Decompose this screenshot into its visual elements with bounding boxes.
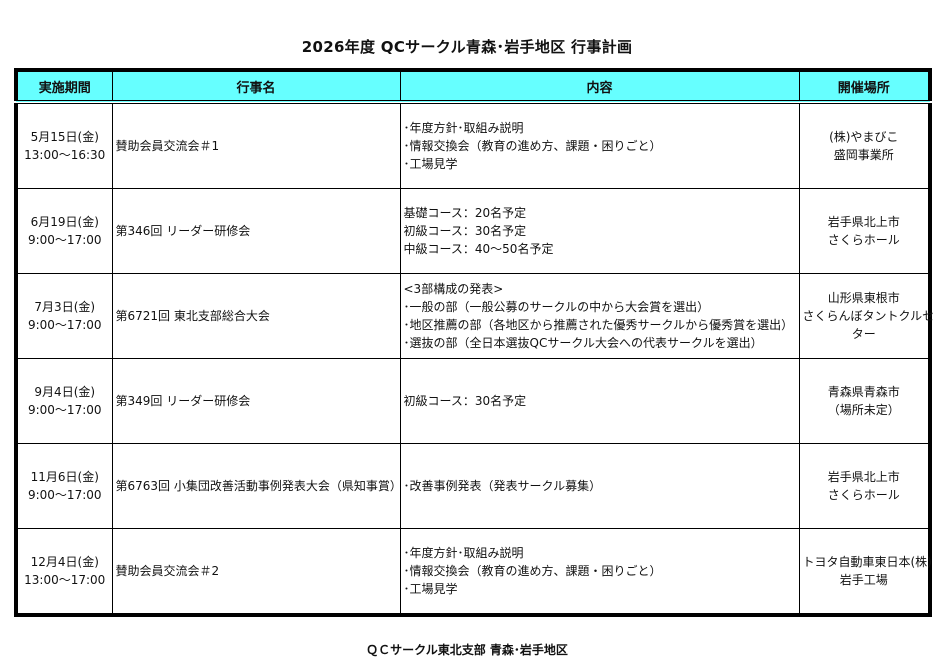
event-name-cell: 第6763回 小集団改善活動事例発表大会（県知事賞） bbox=[111, 443, 402, 529]
event-date: 6月19日(金) bbox=[30, 215, 99, 229]
table-row: 9月4日(金) 9:00～17:00 第349回 リーダー研修会 初級コース：30名予… bbox=[15, 358, 931, 444]
venue-line: 青森県青森市 bbox=[827, 385, 900, 399]
venue-line: 岩手工場 bbox=[839, 573, 888, 587]
venue-line: (株)やまびこ bbox=[829, 130, 899, 144]
content-line: 初級コース：30名予定 bbox=[403, 224, 527, 238]
event-name: 第346回 リーダー研修会 bbox=[115, 224, 251, 238]
event-date: 5月15日(金) bbox=[30, 130, 99, 144]
venue-line: （場所未定） bbox=[827, 403, 900, 417]
header-event-name: 行事名 bbox=[111, 69, 401, 104]
content-line: ･地区推薦の部（各地区から推薦された優秀サークルから優秀賞を選出） bbox=[403, 318, 794, 332]
period-cell: 9月4日(金) 9:00～17:00 bbox=[15, 358, 113, 444]
event-time: 13:00～17:00 bbox=[24, 573, 106, 587]
content-cell: 基礎コース：20名予定 初級コース：30名予定中級コース：40～50名予定 bbox=[399, 188, 800, 274]
venue-cell: (株)やまびこ 盛岡事業所 bbox=[798, 101, 931, 189]
content-cell: ･年度方針･取組み説明 ･情報交換会（教育の進め方、課題・困りごと） ･工場見学 bbox=[399, 528, 800, 616]
event-date: 11月6日(金) bbox=[30, 470, 99, 484]
event-time: 9:00～17:00 bbox=[27, 318, 102, 332]
content-cell: <3部構成の発表> ･一般の部（一般公募のサークルの中から大会賞を選出） ･地区推薦… bbox=[399, 273, 800, 359]
content-cell: ･改善事例発表（発表サークル募集） bbox=[399, 443, 800, 529]
venue-line: 岩手県北上市 bbox=[827, 470, 900, 484]
venue-cell: 岩手県北上市 さくらホール bbox=[798, 188, 931, 274]
event-name: 第6721回 東北支部総合大会 bbox=[115, 309, 270, 323]
venue-line: さくらホール bbox=[827, 488, 900, 502]
footer-organization: ＱＣサークル東北支部 青森･岩手地区 bbox=[366, 643, 568, 657]
table-row: 11月6日(金) 9:00～17:00 第6763回 小集団改善活動事例発表大会（県… bbox=[15, 443, 931, 529]
content-line: 基礎コース：20名予定 bbox=[403, 206, 527, 220]
content-line: ･情報交換会（教育の進め方、課題・困りごと） bbox=[403, 564, 662, 578]
event-time: 9:00～17:00 bbox=[27, 488, 102, 502]
table-header-row: 実施期間 行事名 内容 開催場所 bbox=[15, 69, 931, 104]
period-cell: 5月15日(金) 13:00～16:30 bbox=[15, 101, 113, 189]
event-time: 9:00～17:00 bbox=[27, 403, 102, 417]
table-row: 7月3日(金) 9:00～17:00 第6721回 東北支部総合大会 <3部構成の発表… bbox=[15, 273, 934, 359]
content-line: ･一般の部（一般公募のサークルの中から大会賞を選出） bbox=[403, 300, 710, 314]
header-venue: 開催場所 bbox=[798, 69, 931, 104]
event-schedule-table: 実施期間 行事名 内容 開催場所 5月15日(金) 13:00～16:30 賛助会員… bbox=[14, 68, 934, 617]
venue-cell: 青森県青森市 （場所未定） bbox=[798, 358, 931, 444]
event-time: 9:00～17:00 bbox=[27, 233, 102, 247]
event-name-cell: 第6721回 東北支部総合大会 bbox=[111, 273, 401, 359]
venue-line: 岩手県北上市 bbox=[827, 215, 900, 229]
content-line: ･年度方針･取組み説明 bbox=[403, 121, 524, 135]
content-line: ･工場見学 bbox=[403, 582, 458, 596]
page-title: 2026年度 QCサークル青森･岩手地区 行事計画 bbox=[301, 38, 633, 56]
content-line: <3部構成の発表> bbox=[403, 282, 504, 296]
venue-cell: 山形県東根市さくらんぼタントクルセンター bbox=[798, 273, 934, 359]
content-line: 初級コース：30名予定 bbox=[403, 394, 527, 408]
venue-cell: トヨタ自動車東日本(株) 岩手工場 bbox=[798, 528, 932, 616]
period-cell: 7月3日(金) 9:00～17:00 bbox=[15, 273, 113, 359]
event-date: 7月3日(金) bbox=[34, 300, 96, 314]
event-name-cell: 第346回 リーダー研修会 bbox=[111, 188, 401, 274]
table-row: 5月15日(金) 13:00～16:30 賛助会員交流会＃1 ･年度方針･取組み説明･… bbox=[15, 101, 931, 189]
content-line: ･年度方針･取組み説明 bbox=[403, 546, 524, 560]
content-line: ･改善事例発表（発表サークル募集） bbox=[403, 479, 602, 493]
event-name-cell: 賛助会員交流会＃2 bbox=[111, 528, 401, 616]
event-time: 13:00～16:30 bbox=[24, 148, 106, 162]
event-name: 賛助会員交流会＃2 bbox=[115, 564, 220, 578]
venue-line: トヨタ自動車東日本(株) bbox=[802, 555, 932, 569]
content-line: ･情報交換会（教育の進め方、課題・困りごと） bbox=[403, 139, 662, 153]
header-content: 内容 bbox=[399, 69, 800, 104]
content-line: ･工場見学 bbox=[403, 157, 458, 171]
venue-line: さくらんぼタントクルセン bbox=[802, 309, 934, 323]
table-row: 6月19日(金) 9:00～17:00 第346回 リーダー研修会 基礎コース：20名… bbox=[15, 188, 931, 274]
event-name-cell: 第349回 リーダー研修会 bbox=[111, 358, 401, 444]
venue-cell: 岩手県北上市 さくらホール bbox=[798, 443, 931, 529]
venue-line: さくらホール bbox=[827, 233, 900, 247]
event-date: 9月4日(金) bbox=[34, 385, 96, 399]
period-cell: 6月19日(金) 9:00～17:00 bbox=[15, 188, 113, 274]
venue-line: 山形県東根市 bbox=[827, 291, 900, 305]
content-cell: ･年度方針･取組み説明 ･情報交換会（教育の進め方、課題・困りごと） ･工場見学 bbox=[399, 101, 800, 189]
period-cell: 11月6日(金) 9:00～17:00 bbox=[15, 443, 113, 529]
event-name: 賛助会員交流会＃1 bbox=[115, 139, 220, 153]
event-name: 第6763回 小集団改善活動事例発表大会（県知事賞） bbox=[115, 479, 402, 493]
venue-line: ター bbox=[851, 327, 876, 341]
header-period: 実施期間 bbox=[15, 69, 113, 104]
venue-line: 盛岡事業所 bbox=[833, 148, 894, 162]
event-date: 12月4日(金) bbox=[30, 555, 99, 569]
event-name-cell: 賛助会員交流会＃1 bbox=[111, 101, 401, 189]
content-line: ･選抜の部（全日本選抜QCサークル大会への代表サークルを選出） bbox=[403, 336, 763, 350]
content-line: 中級コース：40～50名予定 bbox=[403, 242, 554, 256]
event-name: 第349回 リーダー研修会 bbox=[115, 394, 251, 408]
content-cell: 初級コース：30名予定 bbox=[399, 358, 800, 444]
period-cell: 12月4日(金) 13:00～17:00 bbox=[15, 528, 113, 616]
table-row: 12月4日(金) 13:00～17:00 賛助会員交流会＃2 ･年度方針･取組み説明･… bbox=[15, 528, 932, 616]
